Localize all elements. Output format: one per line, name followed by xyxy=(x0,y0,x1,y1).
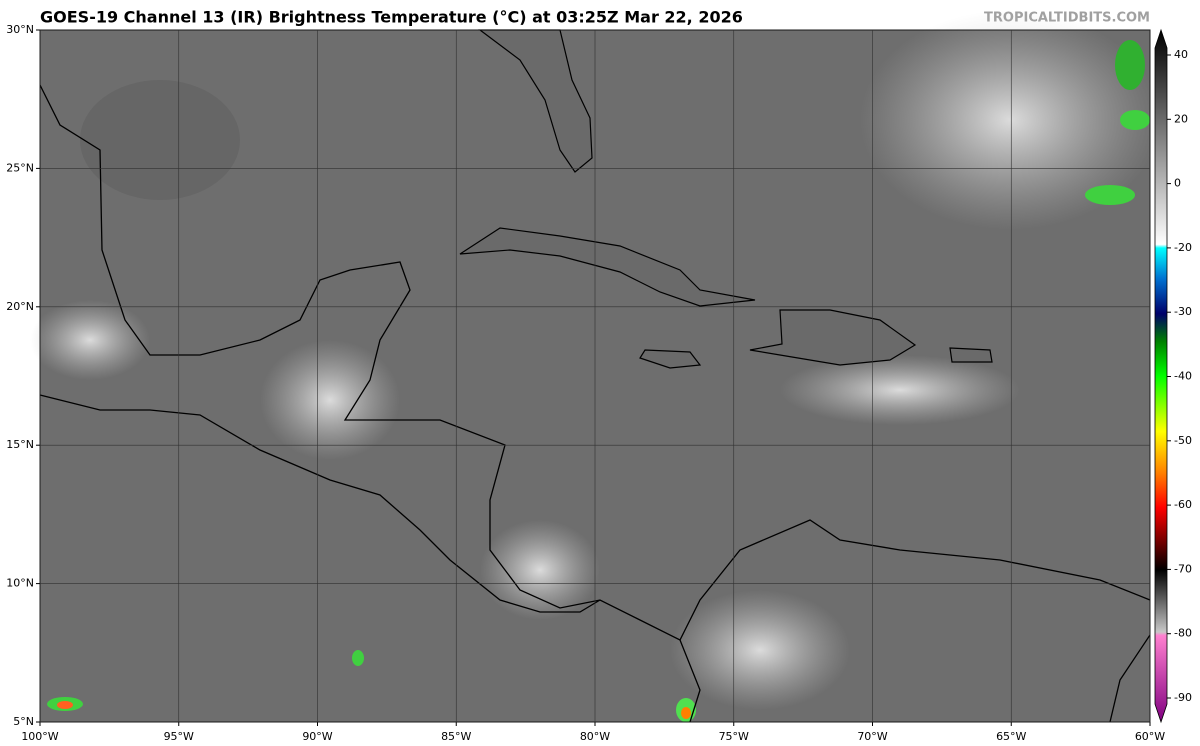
y-tick-label: 30°N xyxy=(6,23,34,36)
x-tick-label: 90°W xyxy=(302,730,332,743)
x-tick-label: 60°W xyxy=(1135,730,1165,743)
colorbar-tick-label: -20 xyxy=(1174,241,1192,254)
colorbar-tick-label: -60 xyxy=(1174,498,1192,511)
colorbar-tick-label: -70 xyxy=(1174,562,1192,575)
colorbar-tick-label: 40 xyxy=(1174,48,1188,61)
x-tick-label: 70°W xyxy=(857,730,887,743)
x-tick-label: 85°W xyxy=(441,730,471,743)
x-tick-label: 95°W xyxy=(164,730,194,743)
colorbar-tick-label: -90 xyxy=(1174,691,1192,704)
x-tick-label: 80°W xyxy=(580,730,610,743)
colorbar-tick-label: -50 xyxy=(1174,434,1192,447)
x-tick-label: 75°W xyxy=(719,730,749,743)
colorbar-tick-label: -40 xyxy=(1174,370,1192,383)
y-tick-label: 20°N xyxy=(6,300,34,313)
y-tick-label: 5°N xyxy=(13,715,34,728)
title: GOES-19 Channel 13 (IR) Brightness Tempe… xyxy=(40,8,743,27)
x-tick-label: 65°W xyxy=(996,730,1026,743)
y-tick-label: 15°N xyxy=(6,438,34,451)
x-tick-label: 100°W xyxy=(21,730,58,743)
y-tick-label: 25°N xyxy=(6,161,34,174)
colorbar xyxy=(1154,28,1168,724)
colorbar-tick-label: 0 xyxy=(1174,177,1181,190)
colorbar-tick-label: 20 xyxy=(1174,112,1188,125)
y-tick-label: 10°N xyxy=(6,577,34,590)
colorbar-tick-label: -80 xyxy=(1174,627,1192,640)
colorbar-tick-label: -30 xyxy=(1174,305,1192,318)
